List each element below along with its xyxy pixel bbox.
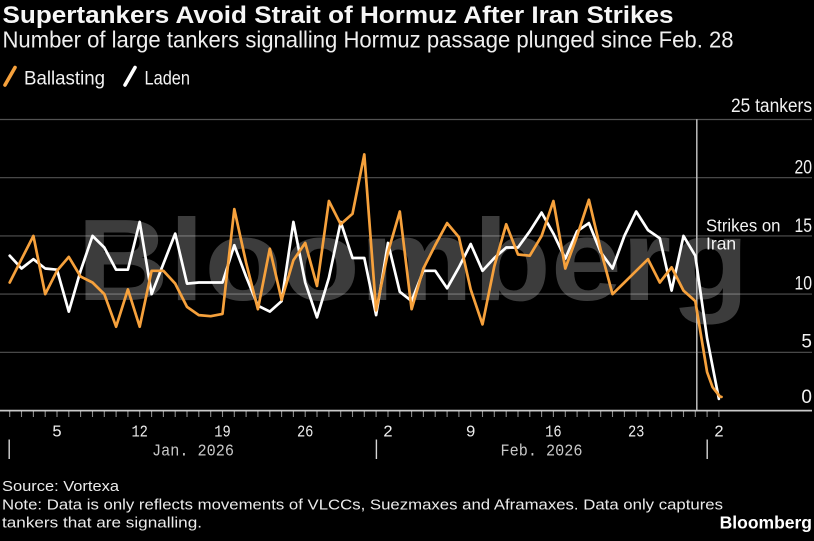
svg-text:Bloomberg: Bloomberg — [720, 513, 812, 533]
svg-text:0: 0 — [801, 387, 812, 408]
svg-text:Source: Vortexa: Source: Vortexa — [2, 479, 120, 495]
svg-text:16: 16 — [545, 423, 562, 442]
svg-text:12: 12 — [131, 423, 148, 442]
svg-text:20: 20 — [795, 158, 813, 179]
svg-text:Laden: Laden — [145, 69, 191, 90]
svg-text:tankers that are signalling.: tankers that are signalling. — [2, 516, 202, 532]
svg-text:2: 2 — [714, 423, 724, 442]
svg-text:5: 5 — [801, 332, 812, 353]
svg-text:2: 2 — [383, 423, 393, 442]
svg-text:Jan. 2026: Jan. 2026 — [152, 442, 234, 461]
svg-text:10: 10 — [795, 274, 813, 295]
svg-text:Feb. 2026: Feb. 2026 — [501, 442, 583, 461]
svg-text:19: 19 — [214, 423, 231, 442]
svg-text:Note: Data is only reflects mo: Note: Data is only reflects movements of… — [2, 498, 723, 514]
svg-text:Supertankers Avoid Strait of H: Supertankers Avoid Strait of Hormuz Afte… — [3, 2, 674, 29]
svg-text:15: 15 — [795, 216, 813, 237]
svg-text:Number of large tankers signal: Number of large tankers signalling Hormu… — [3, 27, 734, 53]
svg-text:5: 5 — [52, 423, 62, 442]
svg-text:25 tankers: 25 tankers — [731, 96, 812, 117]
svg-text:Strikes on: Strikes on — [706, 216, 781, 236]
svg-text:Iran: Iran — [706, 234, 736, 254]
svg-text:9: 9 — [466, 423, 476, 442]
svg-text:Ballasting: Ballasting — [24, 69, 105, 90]
svg-text:23: 23 — [628, 423, 645, 442]
svg-text:26: 26 — [297, 423, 314, 442]
